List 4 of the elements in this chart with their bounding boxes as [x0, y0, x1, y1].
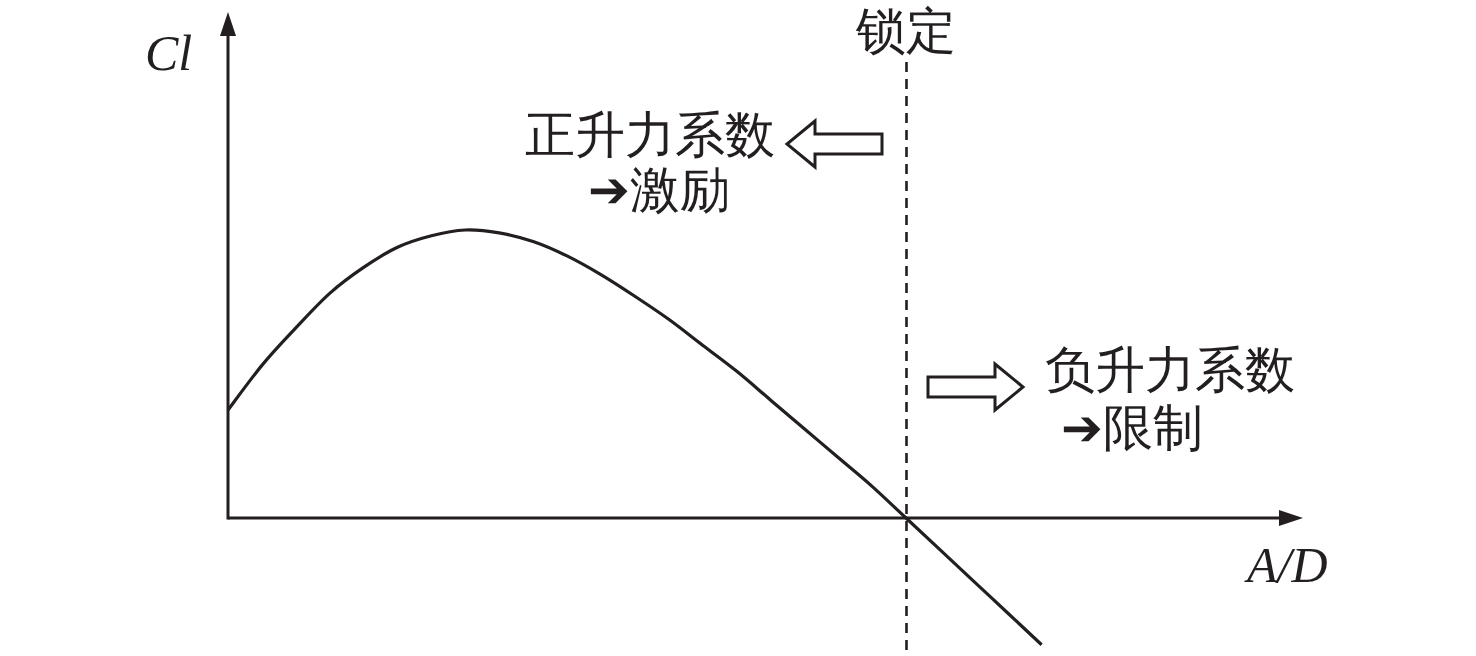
annotation: 负升力系数 ➔限制	[1045, 342, 1295, 456]
annotation: 锁定	[856, 3, 956, 656]
annotation: 正升力系数 ➔激励	[525, 107, 775, 218]
y-axis-title: Cl	[145, 25, 193, 81]
